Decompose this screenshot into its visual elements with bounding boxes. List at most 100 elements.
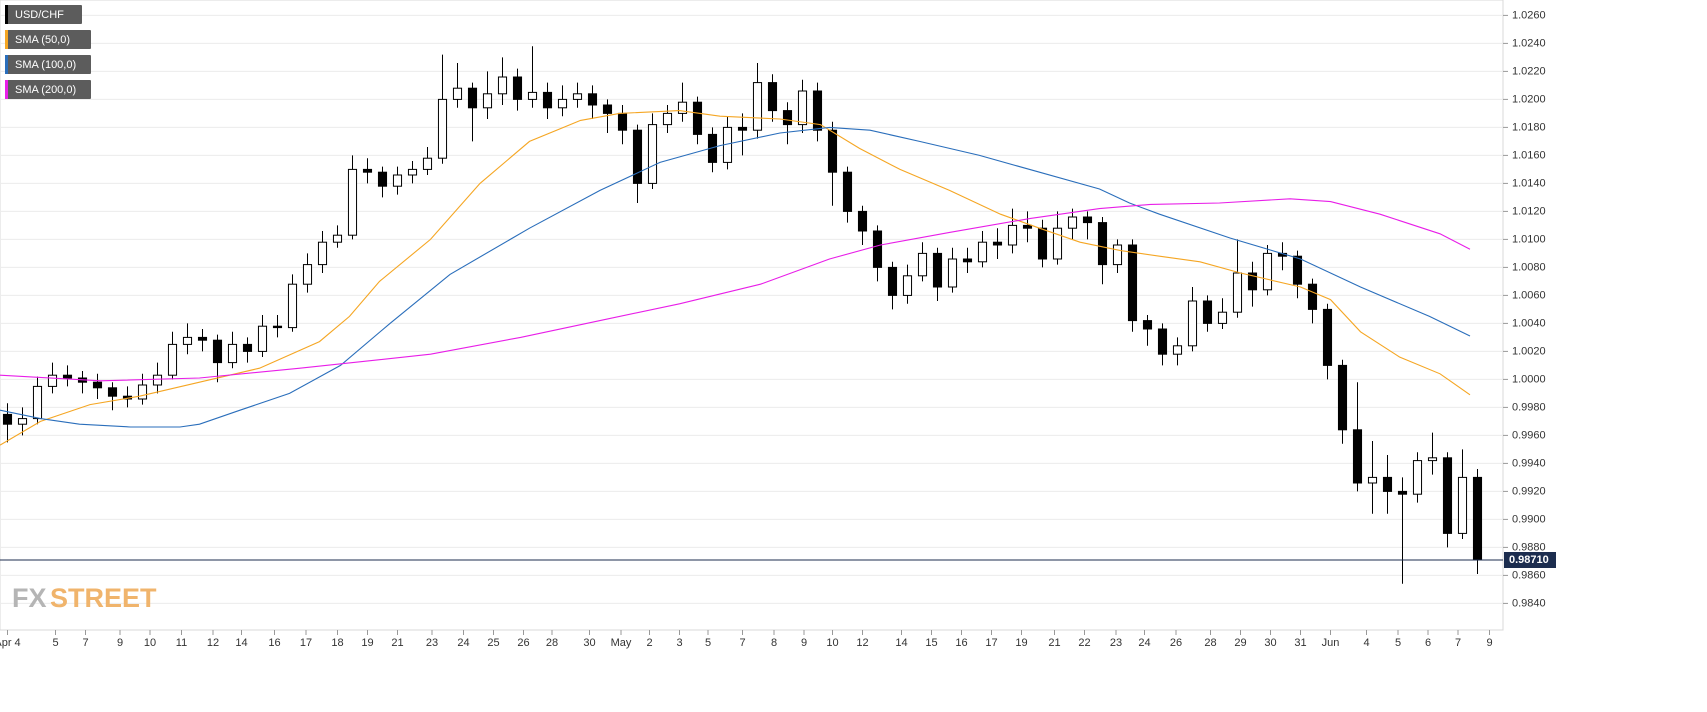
candle-body [767, 82, 778, 112]
candle-body [62, 374, 73, 379]
axes: 0.9840 0.9860 0.9880 0.9900 0.9920 0.9940 0.99… [0, 9, 1556, 649]
x-tick-label: 19 [1015, 637, 1027, 649]
y-tick-label: 1.0140 [1512, 177, 1546, 189]
candle-body [1082, 216, 1093, 224]
sma-line [0, 126, 1471, 428]
candle-body [182, 336, 193, 345]
candle-body [167, 343, 178, 376]
candle-body [1262, 252, 1273, 291]
candle-body [512, 76, 523, 100]
candle-body [1202, 300, 1213, 324]
candle-body [1322, 308, 1333, 366]
x-tick-label: 5 [52, 637, 58, 649]
candle-body [1382, 476, 1393, 492]
x-tick-label: 7 [82, 637, 88, 649]
x-tick-label: 23 [1110, 637, 1122, 649]
x-tick-label: 4 [1363, 637, 1369, 649]
candle-body [812, 90, 823, 131]
y-tick-label: 1.0060 [1512, 289, 1546, 301]
candle-body [977, 241, 988, 263]
candle-body [932, 252, 943, 288]
candle-body [1352, 429, 1363, 484]
legend-label: SMA (200,0) [15, 84, 76, 96]
candle-body [557, 98, 568, 109]
candle-body [332, 234, 343, 243]
y-tick-label: 1.0100 [1512, 233, 1546, 245]
candle-body [692, 101, 703, 135]
candle-body [797, 90, 808, 126]
legend-label: USD/CHF [15, 9, 64, 21]
candle-body [1127, 244, 1138, 322]
candle-body [572, 93, 583, 100]
candle-body [137, 384, 148, 400]
candle-body [542, 91, 553, 109]
candle-body [1067, 216, 1078, 229]
x-tick-label: 24 [1138, 637, 1150, 649]
candle-body [1292, 255, 1303, 285]
x-tick-label: 16 [955, 637, 967, 649]
candle-body [947, 258, 958, 288]
x-tick-label: 10 [826, 637, 838, 649]
x-tick-label: 19 [361, 637, 373, 649]
x-tick-label: 22 [1078, 637, 1090, 649]
y-tick-label: 1.0080 [1512, 261, 1546, 273]
candle-body [587, 93, 598, 106]
candle-body [677, 101, 688, 114]
x-tick-label: 14 [895, 637, 907, 649]
candle-body [317, 241, 328, 266]
x-tick-label: Jun [1322, 637, 1340, 649]
x-tick-label: 3 [676, 637, 682, 649]
candle-body [632, 129, 643, 184]
last-price-label: 0.98710 [1509, 554, 1549, 566]
candle-body [917, 252, 928, 277]
legend-swatch [5, 5, 8, 24]
candle-body [377, 171, 388, 187]
y-tick-label: 1.0200 [1512, 93, 1546, 105]
candle-body [1367, 476, 1378, 484]
x-tick-label: 28 [1204, 637, 1216, 649]
candle-body [1052, 227, 1063, 260]
candle-body [602, 104, 613, 114]
y-tick-label: 0.9860 [1512, 569, 1546, 581]
legend-box [5, 5, 82, 24]
candle-body [467, 87, 478, 109]
last-price-tag [1504, 552, 1556, 568]
candle-body [1397, 490, 1408, 495]
x-tick-label: 24 [457, 637, 469, 649]
y-tick-label: 0.9920 [1512, 485, 1546, 497]
grid [0, 14, 1503, 604]
y-tick-label: 0.9840 [1512, 597, 1546, 609]
candle-body [197, 336, 208, 341]
y-tick-label: 0.9940 [1512, 457, 1546, 469]
x-tick-label: 6 [1425, 637, 1431, 649]
x-tick-label: 14 [235, 637, 247, 649]
candle-body [227, 343, 238, 364]
candle-body [902, 275, 913, 296]
candle-body [1187, 300, 1198, 347]
candle-body [392, 174, 403, 187]
x-tick-label: Apr 4 [0, 637, 21, 649]
candle-body [482, 93, 493, 109]
plot-area [0, 0, 1504, 631]
watermark: FX STREET [12, 583, 157, 613]
candle-body [92, 381, 103, 389]
x-tick-label: 26 [1170, 637, 1182, 649]
candle-body [47, 374, 58, 387]
x-tick-label: 5 [705, 637, 711, 649]
candle-body [752, 82, 763, 131]
sma-line [0, 110, 1471, 446]
candle-body [782, 110, 793, 126]
y-tick-label: 0.9900 [1512, 513, 1546, 525]
candle-body [527, 91, 538, 100]
candle-body [497, 76, 508, 95]
candle-body [1442, 457, 1453, 534]
x-tick-label: 12 [207, 637, 219, 649]
x-tick-label: 12 [856, 637, 868, 649]
x-tick-label: 15 [925, 637, 937, 649]
legend-box [5, 55, 91, 74]
x-tick-label: 17 [300, 637, 312, 649]
x-tick-label: 7 [1455, 637, 1461, 649]
x-tick-label: 9 [1486, 637, 1492, 649]
candle-body [107, 387, 118, 397]
